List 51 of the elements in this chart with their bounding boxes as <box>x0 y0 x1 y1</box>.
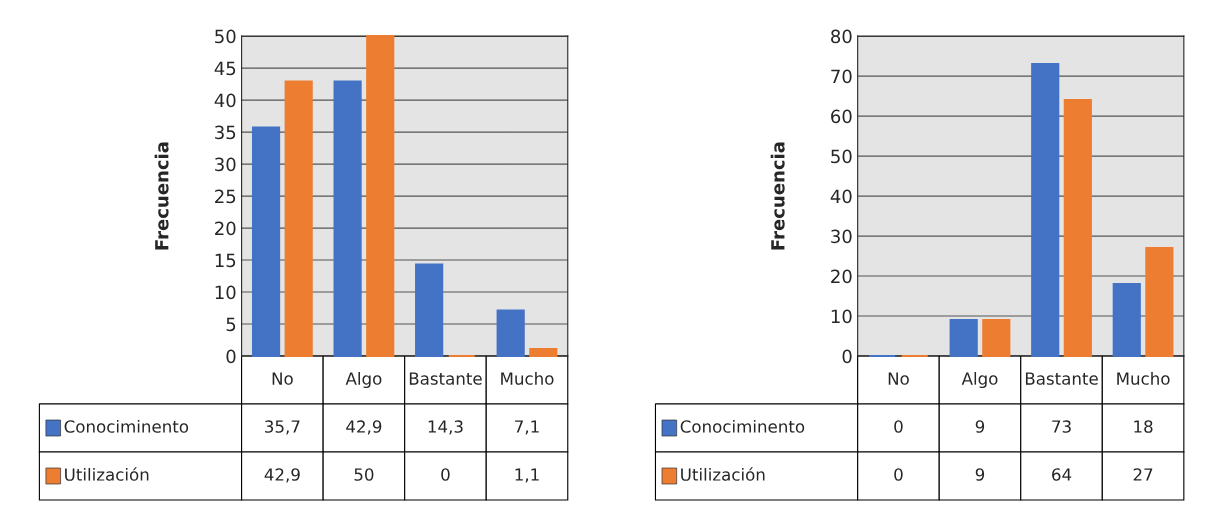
y-tick-label: 10 <box>831 309 852 324</box>
legend-label: Conociminento <box>64 419 189 433</box>
y-tick-label: 30 <box>215 157 236 172</box>
y-tick-label: 30 <box>831 229 852 244</box>
y-tick-label: 40 <box>214 93 236 108</box>
data-label: 0 <box>894 420 903 433</box>
x-tick-label: No <box>888 372 909 385</box>
y-tick-label: 50 <box>215 29 236 44</box>
y-tick-label: 5 <box>226 317 236 332</box>
y-tick-label: 45 <box>214 61 236 76</box>
data-label: 27 <box>1133 468 1153 481</box>
y-axis-title: Frecuencia <box>770 142 785 250</box>
data-label: 14,3 <box>428 420 463 435</box>
data-label: 73 <box>1052 420 1071 433</box>
y-tick-label: 20 <box>215 221 236 236</box>
data-label: 9 <box>975 468 985 481</box>
data-label: 0 <box>894 468 903 481</box>
x-tick-label: Bastante <box>409 372 482 385</box>
legend-label: Conociminento <box>680 419 805 433</box>
x-tick-label: Mucho <box>1117 371 1170 385</box>
data-label: 42,9 <box>264 468 300 483</box>
data-label: 42,9 <box>346 420 382 435</box>
data-label: 1,1 <box>515 468 539 483</box>
legend-label: Utilización <box>65 467 149 481</box>
y-tick-label: 15 <box>215 253 236 268</box>
y-tick-label: 0 <box>226 349 236 364</box>
y-tick-label: 20 <box>831 269 852 284</box>
data-label: 7,1 <box>515 420 539 435</box>
data-label: 0 <box>441 468 450 481</box>
data-label: 18 <box>1134 420 1153 433</box>
data-label: 64 <box>1052 468 1072 481</box>
x-tick-label: Mucho <box>501 371 554 385</box>
y-tick-label: 50 <box>831 149 852 164</box>
data-label: 9 <box>975 420 985 433</box>
y-tick-label: 80 <box>831 29 852 44</box>
bar <box>529 347 558 358</box>
x-tick-label: Algo <box>345 371 382 389</box>
y-axis-title: Frecuencia <box>154 142 169 250</box>
y-tick-label: 70 <box>831 69 852 84</box>
x-tick-label: No <box>272 372 293 385</box>
y-tick-label: 25 <box>215 189 236 204</box>
y-tick-label: 35 <box>215 125 236 140</box>
x-tick-label: Algo <box>961 371 998 389</box>
legend-label: Utilización <box>681 467 765 481</box>
data-label: 35,7 <box>265 420 300 435</box>
y-tick-label: 0 <box>842 349 852 364</box>
y-tick-label: 60 <box>831 109 852 124</box>
y-tick-label: 10 <box>215 285 236 300</box>
x-tick-label: Bastante <box>1025 372 1098 385</box>
y-tick-label: 40 <box>830 189 852 204</box>
data-label: 50 <box>354 468 374 481</box>
